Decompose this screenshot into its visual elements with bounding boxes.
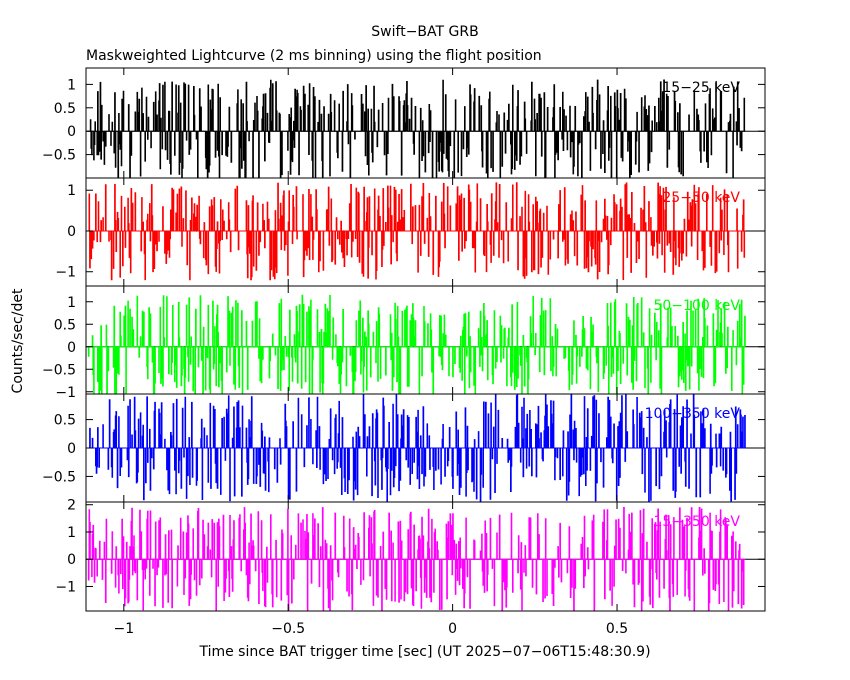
y-tick-label: −1 <box>55 385 76 401</box>
y-tick-label: −1 <box>55 265 76 281</box>
panel-50-100-kev: 50−100 keV −1 −0.5 0 0.5 1 <box>42 285 766 401</box>
y-tick-label: −0.5 <box>42 469 76 485</box>
y-tick-label: 0.5 <box>54 101 76 117</box>
y-tick-label: 1 <box>67 295 76 311</box>
panel-15-25-kev: 15−25 keV −0.5 0 0.5 1 <box>42 67 766 179</box>
chart-subtitle: Maskweighted Lightcurve (2 ms binning) u… <box>86 48 542 64</box>
series-line <box>87 182 746 281</box>
y-tick-label: 1 <box>67 183 76 199</box>
y-tick-label: 0.5 <box>54 317 76 333</box>
series-label: 100−350 keV <box>645 406 741 422</box>
y-tick-label: 0 <box>67 340 76 356</box>
series-label: 25−50 keV <box>662 190 740 206</box>
x-tick-label: −1 <box>113 621 134 637</box>
y-tick-label: 0 <box>67 124 76 140</box>
series-line <box>87 507 746 612</box>
panel-15-350-kev: 15−350 keV −1 0 1 2 <box>55 498 766 612</box>
y-tick-label: 0 <box>67 441 76 457</box>
y-axis-label: Counts/sec/det <box>10 288 26 393</box>
y-tick-label: −0.5 <box>42 148 76 164</box>
series-line <box>87 393 746 503</box>
y-tick-label: 0 <box>67 552 76 568</box>
y-tick-label: 2 <box>67 498 76 514</box>
series-label: 15−25 keV <box>662 80 740 96</box>
panel-25-50-kev: 25−50 keV −1 0 1 <box>55 177 766 287</box>
chart-title: Swift−BAT GRB <box>371 24 478 40</box>
series-line <box>87 79 746 179</box>
x-tick-label: 0 <box>448 621 457 637</box>
series-label: 15−350 keV <box>653 514 740 530</box>
y-tick-label: 0 <box>67 224 76 240</box>
y-tick-label: −0.5 <box>42 362 76 378</box>
y-tick-label: 1 <box>67 525 76 541</box>
y-tick-label: −1 <box>55 579 76 595</box>
panel-frame <box>85 501 766 612</box>
panel-100-350-kev: 100−350 keV −0.5 0 0.5 <box>42 393 766 503</box>
series-line <box>87 294 746 395</box>
x-axis-label: Time since BAT trigger time [sec] (UT 20… <box>198 644 650 660</box>
y-tick-label: 1 <box>67 77 76 93</box>
x-tick-label: −0.5 <box>271 621 305 637</box>
series-label: 50−100 keV <box>653 298 740 314</box>
x-tick-label: 0.5 <box>606 621 628 637</box>
y-tick-label: 0.5 <box>54 413 76 429</box>
